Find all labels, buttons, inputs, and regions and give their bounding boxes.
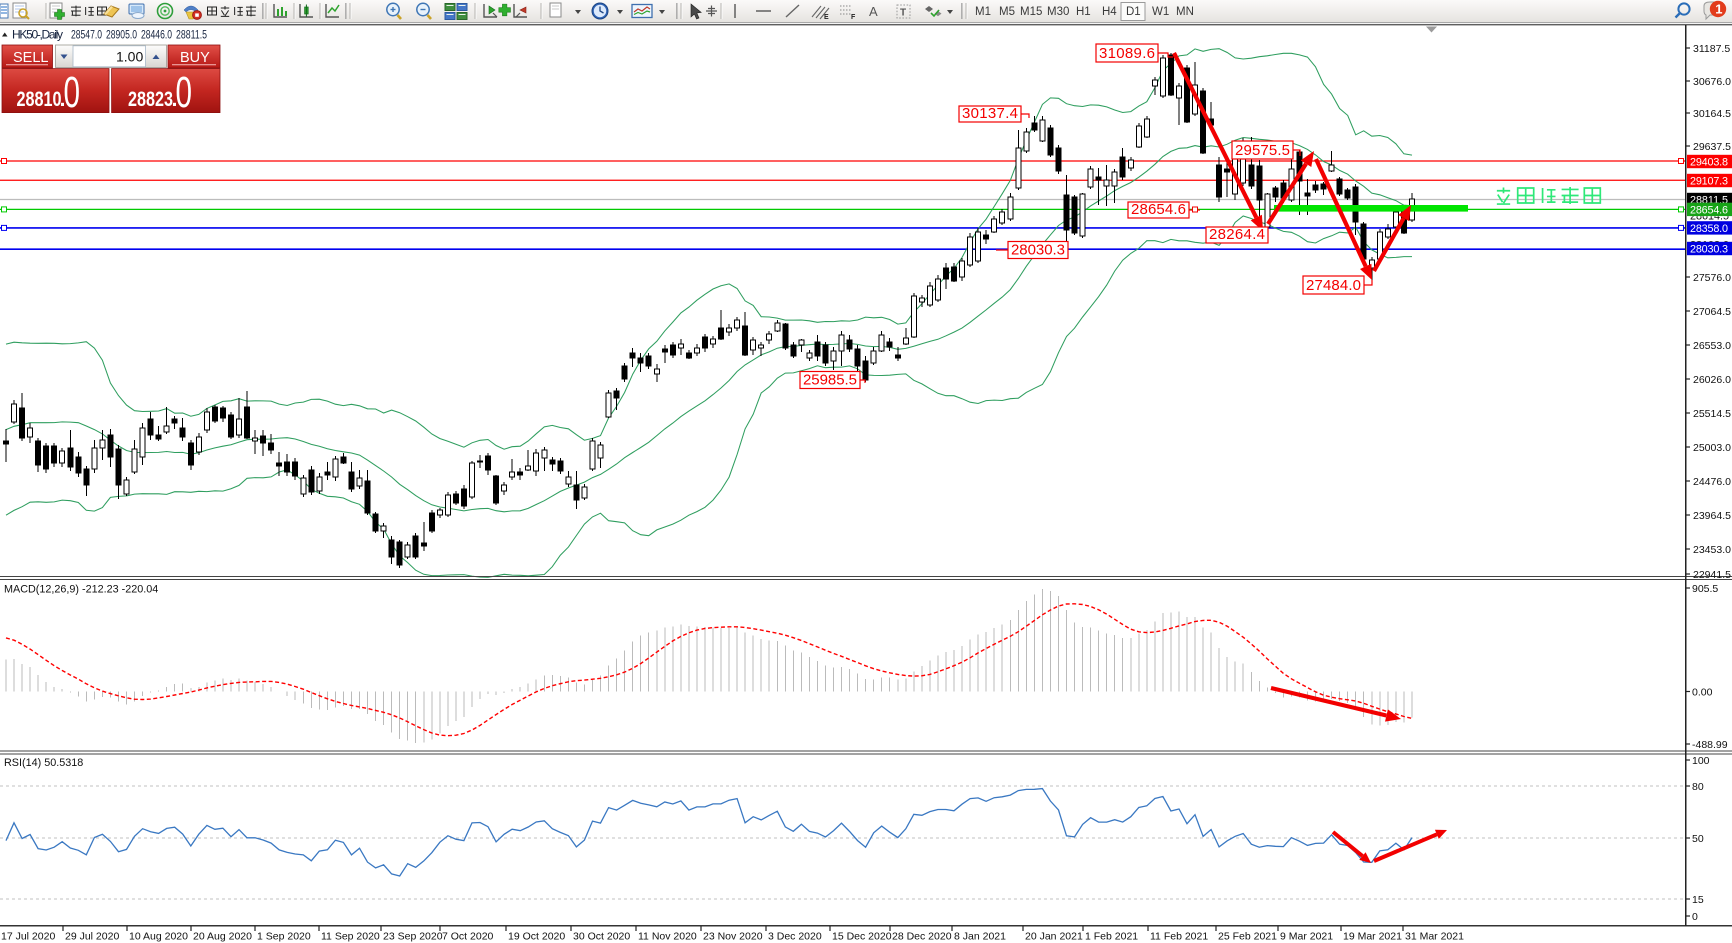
svg-text:0: 0 (64, 68, 81, 117)
svg-text:28446.0: 28446.0 (141, 28, 172, 42)
svg-text:28030.3: 28030.3 (1690, 244, 1728, 256)
svg-text:D1: D1 (1126, 6, 1141, 18)
svg-text:28654.6: 28654.6 (1131, 201, 1186, 218)
svg-text:30164.5: 30164.5 (1693, 108, 1731, 120)
svg-text:50: 50 (1692, 833, 1704, 845)
svg-text:31 Mar 2021: 31 Mar 2021 (1405, 931, 1464, 943)
svg-text:1: 1 (1715, 2, 1722, 17)
svg-text:7 Oct 2020: 7 Oct 2020 (442, 931, 494, 943)
svg-text:1.00: 1.00 (116, 49, 143, 65)
svg-text:M5: M5 (999, 6, 1015, 18)
svg-text:BUY: BUY (180, 50, 210, 66)
svg-text:17 Jul 2020: 17 Jul 2020 (1, 931, 55, 943)
svg-text:0: 0 (176, 68, 193, 117)
svg-text:MACD(12,26,9) -212.23 -220.04: MACD(12,26,9) -212.23 -220.04 (4, 584, 158, 596)
svg-text:19 Oct 2020: 19 Oct 2020 (508, 931, 565, 943)
svg-text:M1: M1 (975, 6, 991, 18)
svg-text:30676.0: 30676.0 (1693, 76, 1731, 88)
svg-text:0.00: 0.00 (1692, 687, 1713, 699)
svg-text:30137.4: 30137.4 (962, 105, 1018, 122)
svg-text:23 Sep 2020: 23 Sep 2020 (383, 931, 443, 943)
svg-text:.: . (172, 87, 178, 111)
svg-text:29403.8: 29403.8 (1690, 157, 1728, 169)
svg-text:28905.0: 28905.0 (106, 28, 137, 42)
svg-text:28823: 28823 (128, 87, 173, 111)
svg-text:28103.0: 28103.0 (1690, 240, 1729, 252)
svg-text:1 Sep 2020: 1 Sep 2020 (257, 931, 311, 943)
svg-text:8 Jan 2021: 8 Jan 2021 (954, 931, 1006, 943)
svg-text:E: E (824, 14, 829, 21)
svg-text:F: F (851, 14, 856, 21)
svg-text:27576.0: 27576.0 (1693, 272, 1731, 284)
svg-text:26553.0: 26553.0 (1693, 340, 1731, 352)
svg-text:28264.4: 28264.4 (1209, 226, 1265, 243)
svg-text:23 Nov 2020: 23 Nov 2020 (703, 931, 763, 943)
svg-text:24476.0: 24476.0 (1693, 476, 1731, 488)
svg-text:H1: H1 (1076, 6, 1091, 18)
svg-text:3 Dec 2020: 3 Dec 2020 (768, 931, 822, 943)
svg-text:31187.5: 31187.5 (1693, 43, 1730, 55)
svg-text:23964.5: 23964.5 (1693, 510, 1731, 522)
svg-text:W1: W1 (1152, 6, 1169, 18)
svg-text:28810: 28810 (17, 87, 62, 111)
svg-text:0: 0 (1692, 911, 1698, 923)
svg-text:28 Dec 2020: 28 Dec 2020 (892, 931, 952, 943)
svg-text:100: 100 (1692, 755, 1710, 767)
svg-text:-488.99: -488.99 (1692, 739, 1728, 751)
svg-text:29637.5: 29637.5 (1693, 141, 1731, 153)
svg-text:27064.5: 27064.5 (1693, 306, 1731, 318)
svg-text:.: . (60, 87, 66, 111)
svg-text:27484.0: 27484.0 (1306, 277, 1361, 294)
svg-text:10 Aug 2020: 10 Aug 2020 (129, 931, 188, 943)
svg-text:9 Mar 2021: 9 Mar 2021 (1280, 931, 1333, 943)
svg-text:25003.0: 25003.0 (1693, 442, 1731, 454)
svg-text:28614.5: 28614.5 (1690, 211, 1729, 223)
svg-text:30 Oct 2020: 30 Oct 2020 (573, 931, 630, 943)
svg-text:M30: M30 (1047, 6, 1069, 18)
svg-text:26026.0: 26026.0 (1693, 374, 1731, 386)
svg-text:905.5: 905.5 (1692, 583, 1718, 595)
svg-text:28654.6: 28654.6 (1690, 205, 1728, 217)
svg-text:25 Feb 2021: 25 Feb 2021 (1218, 931, 1277, 943)
svg-text:H4: H4 (1102, 6, 1117, 18)
svg-text:23453.0: 23453.0 (1693, 544, 1731, 556)
svg-text:25985.5: 25985.5 (803, 372, 857, 389)
svg-text:20 Jan 2021: 20 Jan 2021 (1025, 931, 1083, 943)
svg-text:19 Mar 2021: 19 Mar 2021 (1343, 931, 1402, 943)
svg-text:31089.6: 31089.6 (1099, 45, 1155, 62)
svg-text:HK50-,Daily: HK50-,Daily (12, 28, 63, 42)
svg-text:A: A (869, 4, 878, 19)
svg-text:28030.3: 28030.3 (1011, 242, 1065, 259)
svg-text:T: T (900, 8, 906, 19)
svg-text:25514.5: 25514.5 (1693, 408, 1731, 420)
svg-text:11 Feb 2021: 11 Feb 2021 (1150, 931, 1208, 943)
svg-text:22941.5: 22941.5 (1693, 569, 1731, 581)
svg-text:28811.5: 28811.5 (176, 28, 207, 42)
svg-text:80: 80 (1692, 781, 1704, 793)
svg-text:11 Sep 2020: 11 Sep 2020 (321, 931, 380, 943)
svg-text:29107.3: 29107.3 (1690, 176, 1728, 188)
svg-text:11 Nov 2020: 11 Nov 2020 (638, 931, 697, 943)
svg-text:15 Dec 2020: 15 Dec 2020 (832, 931, 892, 943)
svg-text:20 Aug 2020: 20 Aug 2020 (193, 931, 252, 943)
svg-text:29575.5: 29575.5 (1235, 142, 1290, 159)
svg-text:1 Feb 2021: 1 Feb 2021 (1085, 931, 1138, 943)
svg-text:RSI(14) 50.5318: RSI(14) 50.5318 (4, 757, 83, 769)
svg-text:28358.0: 28358.0 (1690, 223, 1728, 235)
svg-text:15: 15 (1692, 894, 1704, 906)
svg-text:M15: M15 (1020, 6, 1042, 18)
svg-text:MN: MN (1176, 6, 1194, 18)
svg-text:SELL: SELL (13, 50, 48, 66)
svg-text:29 Jul 2020: 29 Jul 2020 (65, 931, 119, 943)
svg-text:28547.0: 28547.0 (71, 28, 102, 42)
